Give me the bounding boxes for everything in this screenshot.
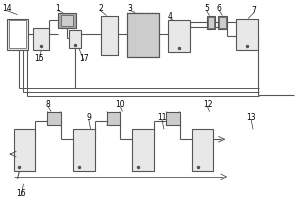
Bar	[192, 129, 214, 171]
Bar	[106, 112, 120, 125]
Bar	[168, 20, 190, 52]
Bar	[208, 17, 214, 28]
Bar	[127, 13, 159, 57]
Text: 8: 8	[46, 100, 50, 109]
Bar	[61, 15, 73, 26]
Bar	[58, 13, 76, 28]
Text: 12: 12	[203, 100, 212, 109]
Text: 16: 16	[16, 189, 26, 198]
Bar	[69, 30, 81, 48]
Bar	[166, 112, 180, 125]
Text: 13: 13	[246, 113, 256, 122]
Bar	[7, 19, 28, 50]
Text: 11: 11	[157, 113, 167, 122]
Bar	[73, 129, 95, 171]
Text: 9: 9	[86, 113, 91, 122]
Bar	[100, 16, 118, 55]
Text: 10: 10	[116, 100, 125, 109]
Text: 3: 3	[128, 4, 133, 13]
Text: 2: 2	[98, 4, 103, 13]
Bar	[236, 19, 258, 50]
Text: 17: 17	[79, 54, 88, 63]
Bar	[127, 13, 159, 57]
Text: 4: 4	[167, 12, 172, 21]
Bar	[219, 17, 226, 28]
Bar	[206, 16, 215, 29]
Bar	[33, 28, 49, 50]
Bar	[47, 112, 61, 125]
Text: 14: 14	[2, 4, 11, 13]
Bar	[9, 20, 26, 48]
Text: 15: 15	[34, 54, 44, 63]
Text: 1: 1	[56, 4, 60, 13]
Text: 6: 6	[217, 4, 222, 13]
Text: 7: 7	[252, 6, 256, 15]
Bar	[14, 129, 35, 171]
Text: 5: 5	[204, 4, 209, 13]
Bar	[218, 16, 227, 29]
Bar	[132, 129, 154, 171]
